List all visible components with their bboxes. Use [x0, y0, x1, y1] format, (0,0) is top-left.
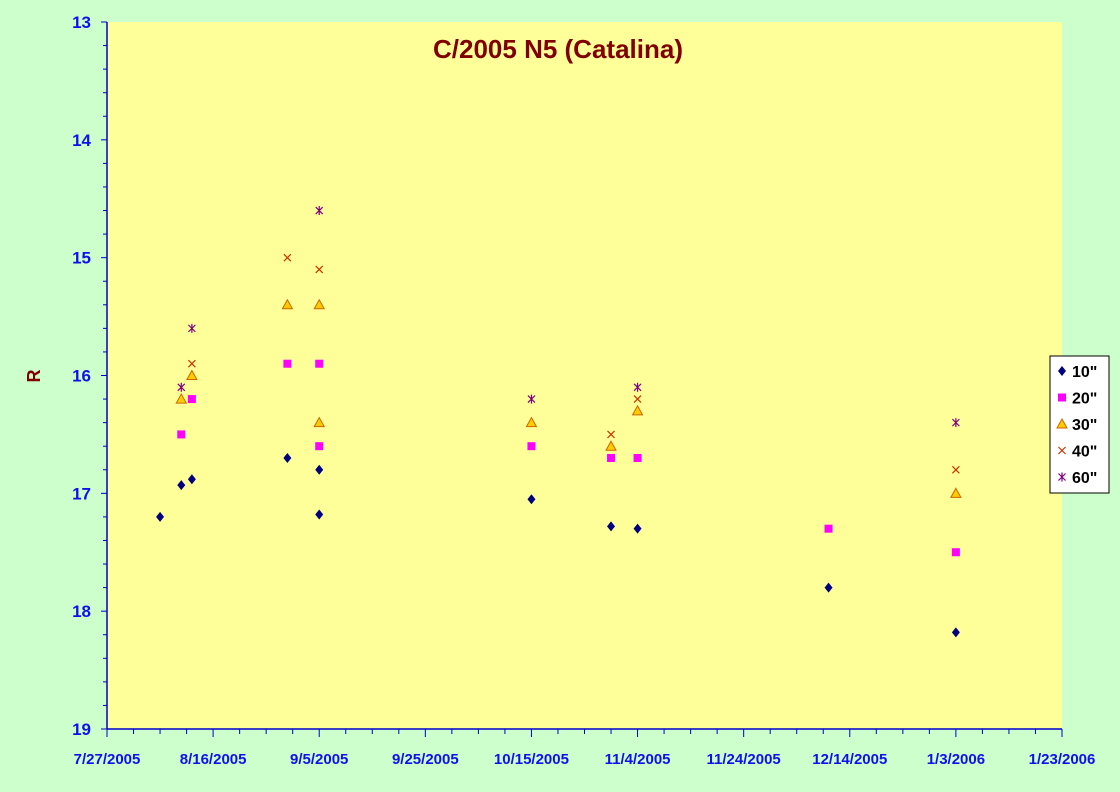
data-marks — [156, 206, 962, 638]
data-point — [283, 253, 292, 262]
y-axis-label: R — [24, 370, 44, 383]
data-point — [283, 359, 292, 368]
legend-marker — [1058, 366, 1066, 376]
data-point — [607, 453, 616, 462]
data-point — [824, 582, 833, 593]
data-point — [951, 465, 960, 474]
legend-label: 30" — [1072, 417, 1097, 434]
data-point — [633, 453, 642, 462]
x-tick-label: 11/24/2005 — [707, 751, 781, 768]
data-point — [187, 323, 196, 333]
data-point — [313, 298, 326, 310]
x-tick-label: 10/15/2005 — [494, 751, 569, 768]
data-point — [951, 548, 960, 557]
x-tick-label: 12/14/2005 — [812, 751, 887, 768]
data-point — [824, 524, 833, 533]
data-point — [633, 395, 642, 403]
data-point — [315, 464, 324, 475]
y-tick-label: 13 — [72, 13, 91, 32]
legend-label: 20" — [1072, 391, 1097, 408]
series-2 — [175, 298, 962, 498]
y-tick-label: 17 — [72, 484, 91, 503]
y-tick-label: 15 — [72, 249, 91, 268]
data-point — [175, 393, 188, 404]
legend-marker — [1058, 393, 1066, 402]
legend: 10" 20" 30" 40" 60" — [1049, 355, 1110, 494]
data-point — [187, 474, 196, 485]
data-point — [315, 509, 324, 520]
plot-area — [107, 22, 1062, 729]
data-point — [951, 627, 960, 638]
series-3 — [187, 253, 960, 474]
data-point — [633, 382, 642, 392]
data-point — [281, 298, 294, 310]
data-point — [156, 511, 165, 522]
legend-label: 60" — [1072, 470, 1097, 487]
data-point — [633, 523, 642, 534]
data-point — [631, 404, 644, 416]
data-point — [186, 369, 198, 380]
data-point — [177, 430, 186, 439]
data-point — [315, 359, 324, 368]
y-tick-label: 18 — [72, 602, 91, 621]
data-point — [607, 430, 615, 439]
legend-marker — [1058, 446, 1066, 455]
data-point — [187, 395, 196, 404]
data-point — [527, 394, 536, 404]
data-point — [177, 480, 186, 491]
x-tick-label: 9/5/2005 — [290, 751, 348, 768]
legend-marker — [1056, 417, 1068, 429]
series-0 — [156, 452, 960, 638]
data-point — [525, 416, 538, 428]
legend-label: 40" — [1072, 444, 1097, 461]
x-tick-label: 7/27/2005 — [74, 751, 141, 768]
data-point — [527, 442, 536, 451]
axes: 13 14 15 16 17 18 19 7/27/2005 8/16/2005 9/5/2005… — [72, 13, 1095, 768]
legend-marker — [1058, 472, 1066, 482]
data-point — [315, 265, 324, 274]
data-point — [315, 442, 324, 451]
y-tick-label: 16 — [72, 367, 91, 386]
data-point — [187, 359, 196, 368]
series-1 — [177, 359, 960, 557]
x-tick-label: 1/23/2006 — [1029, 751, 1096, 768]
data-point — [607, 521, 616, 532]
chart-title: C/2005 N5 (Catalina) — [433, 34, 683, 64]
series-4 — [177, 206, 960, 428]
legend-label: 10" — [1072, 364, 1097, 381]
data-point — [950, 487, 962, 498]
data-point — [527, 494, 536, 505]
data-point — [605, 440, 617, 451]
x-tick-label: 11/4/2005 — [605, 751, 671, 768]
data-point — [315, 206, 324, 216]
data-point — [313, 416, 326, 428]
x-tick-label: 9/25/2005 — [392, 751, 459, 768]
y-tick-label: 14 — [72, 131, 91, 150]
x-tick-label: 8/16/2005 — [180, 751, 247, 768]
y-tick-label: 19 — [72, 720, 91, 739]
data-point — [177, 382, 186, 392]
x-tick-label: 1/3/2006 — [927, 751, 985, 768]
data-point — [283, 452, 292, 463]
data-point — [951, 418, 960, 428]
